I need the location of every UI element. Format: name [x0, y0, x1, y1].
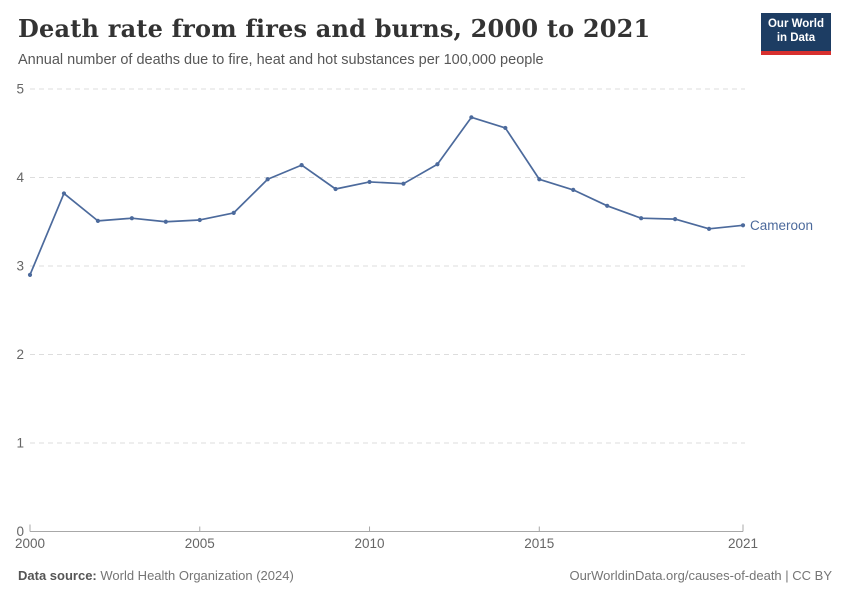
data-point-cameroon-2012[interactable]	[435, 162, 440, 167]
y-tick-label-5: 5	[16, 82, 24, 97]
data-point-cameroon-2011[interactable]	[401, 181, 406, 186]
data-point-cameroon-2005[interactable]	[197, 217, 202, 223]
y-tick-label-1: 1	[16, 436, 24, 451]
data-point-cameroon-2021[interactable]	[740, 223, 746, 228]
y-tick-label-3: 3	[16, 259, 24, 274]
line-series-cameroon[interactable]	[29, 116, 744, 276]
x-tick-label-2010: 2010	[355, 536, 385, 551]
series-end-label-cameroon[interactable]: Cameroon	[750, 218, 813, 233]
data-point-cameroon-2018[interactable]	[639, 216, 644, 221]
x-tick-label-2005: 2005	[185, 536, 215, 551]
data-point-cameroon-2015[interactable]	[537, 177, 542, 182]
chart-subtitle: Annual number of deaths due to fire, hea…	[18, 52, 544, 68]
data-point-cameroon-2008[interactable]	[299, 163, 304, 168]
data-point-cameroon-2017[interactable]	[605, 203, 610, 208]
owid-logo-line2: in Data	[776, 31, 816, 44]
data-point-cameroon-2019[interactable]	[672, 216, 678, 222]
data-point-cameroon-2013[interactable]	[469, 115, 474, 120]
chart-footer: Data source: World Health Organization (…	[18, 568, 832, 583]
data-point-cameroon-2014[interactable]	[503, 125, 508, 131]
owid-logo[interactable]: Our World in Data	[760, 13, 831, 55]
data-source-note: Data source: World Health Organization (…	[18, 568, 294, 583]
data-point-cameroon-2006[interactable]	[231, 210, 236, 215]
x-tick-label-2000: 2000	[15, 536, 45, 551]
data-point-cameroon-2004[interactable]	[163, 219, 168, 224]
data-point-cameroon-2007[interactable]	[265, 177, 270, 182]
data-source-label: Data source:	[18, 568, 97, 583]
data-source-text: World Health Organization (2024)	[96, 568, 294, 583]
data-point-cameroon-2009[interactable]	[333, 186, 338, 192]
data-point-cameroon-2003[interactable]	[129, 216, 134, 221]
data-point-cameroon-2001[interactable]	[61, 191, 67, 196]
data-point-cameroon-2010[interactable]	[367, 179, 372, 185]
credit-link[interactable]: OurWorldinData.org/causes-of-death | CC …	[569, 568, 832, 583]
data-point-cameroon-2002[interactable]	[95, 218, 101, 223]
y-tick-label-0: 0	[16, 524, 24, 539]
x-tick-label-2021: 2021	[728, 536, 758, 551]
owid-logo-line1: Our World	[767, 18, 824, 30]
data-point-cameroon-2000[interactable]	[27, 272, 33, 277]
x-tick-label-2015: 2015	[524, 536, 554, 551]
data-point-cameroon-2020[interactable]	[706, 226, 712, 231]
y-tick-label-4: 4	[16, 170, 24, 185]
y-tick-label-2: 2	[16, 347, 24, 362]
chart-title: Death rate from fires and burns, 2000 to…	[18, 14, 651, 43]
data-point-cameroon-2016[interactable]	[571, 187, 576, 192]
